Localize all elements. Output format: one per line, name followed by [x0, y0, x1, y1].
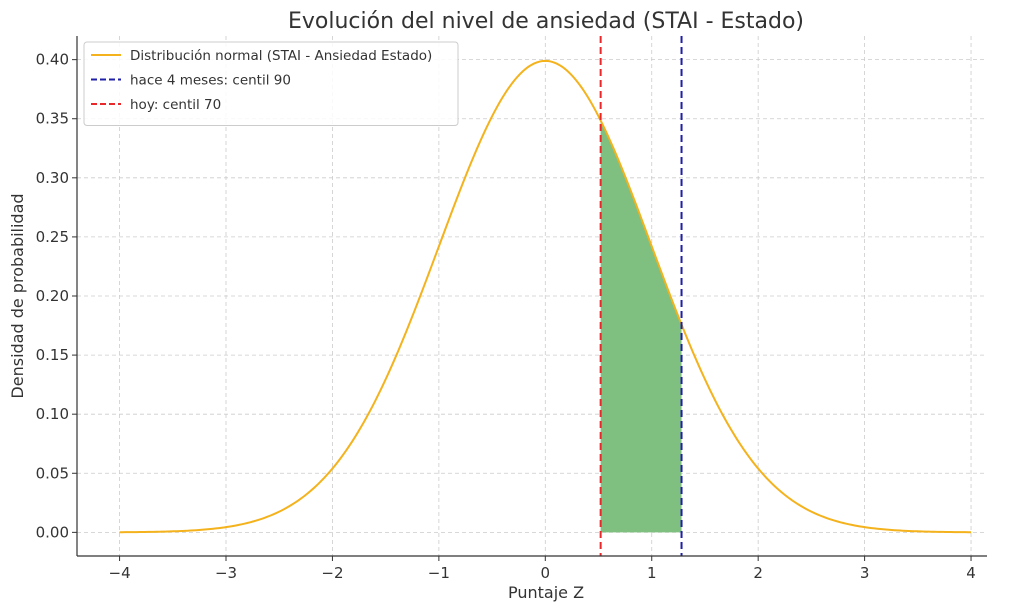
x-tick-label: −4 [109, 564, 131, 582]
legend: Distribución normal (STAI - Ansiedad Est… [83, 41, 459, 126]
y-axis-label: Densidad de probabilidad [8, 193, 27, 398]
y-tick-label: 0.20 [36, 287, 69, 305]
y-tick-label: 0.10 [36, 405, 69, 423]
legend-label: hace 4 meses: centil 90 [130, 73, 291, 89]
chart-title: Evolución del nivel de ansiedad (STAI - … [288, 9, 804, 34]
y-tick-label: 0.15 [36, 346, 69, 364]
y-tick-label: 0.05 [36, 464, 69, 482]
x-tick-label: 4 [966, 564, 976, 582]
legend-box [83, 41, 459, 126]
legend-label: Distribución normal (STAI - Ansiedad Est… [130, 48, 432, 64]
y-tick-label: 0.35 [36, 110, 69, 128]
legend-label: hoy: centil 70 [130, 97, 221, 113]
x-tick-label: −2 [321, 564, 343, 582]
x-tick-label: −3 [215, 564, 237, 582]
x-tick-label: 3 [860, 564, 870, 582]
x-tick-label: 2 [753, 564, 763, 582]
axes-layer: −4 −3 −2 −1 0 1 2 3 4 0.00 0.05 0.10 0.15 0.20 0.25 0.3… [36, 36, 987, 582]
y-tick-label: 0.40 [36, 51, 69, 69]
x-tick-label: 0 [541, 564, 551, 582]
normal-curve [119, 59, 972, 534]
x-tick-label: 1 [647, 564, 657, 582]
series-layer [119, 36, 972, 556]
x-tick-label: −1 [428, 564, 450, 582]
y-tick-label: 0.30 [36, 169, 69, 187]
y-tick-label: 0.25 [36, 228, 69, 246]
shaded-area [600, 120, 682, 533]
x-axis-label: Puntaje Z [508, 583, 584, 602]
y-tick-label: 0.00 [36, 523, 69, 541]
fill-layer [600, 120, 682, 533]
